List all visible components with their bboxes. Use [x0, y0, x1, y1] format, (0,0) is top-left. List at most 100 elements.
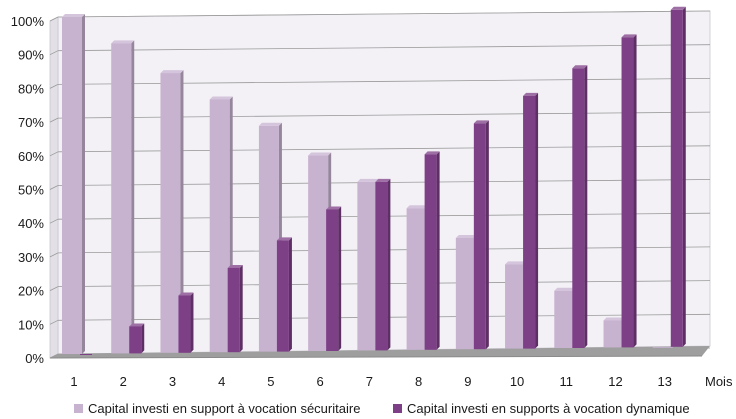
x-axis-ticks: 1 2 3 4 5 6 7 8 9 10 11 12 13	[70, 374, 672, 389]
gridline-left	[49, 319, 59, 325]
bar-front	[111, 43, 132, 354]
bars	[62, 6, 686, 355]
x-tick-label: 7	[366, 374, 373, 389]
x-tick-label: 1	[70, 374, 77, 389]
legend-label-dynamique: Capital investi en supports à vocation d…	[407, 401, 690, 416]
bar-dynamique-8	[424, 151, 440, 350]
gridline-left	[49, 151, 59, 157]
bar-front	[603, 320, 624, 348]
bar-side	[141, 323, 145, 354]
bar-securitaire-13	[652, 343, 676, 348]
x-axis-label: Mois	[705, 374, 733, 389]
x-tick-label: 12	[608, 374, 622, 389]
bar-dynamique-4	[227, 264, 243, 353]
y-tick-label: 80%	[18, 81, 44, 96]
x-tick-label: 11	[560, 374, 574, 389]
bar-front	[621, 37, 634, 348]
y-tick-label: 0%	[25, 351, 44, 366]
x-tick-label: 9	[464, 374, 471, 389]
bar-top	[227, 264, 243, 268]
gridline-left	[49, 16, 59, 22]
bar-front	[160, 73, 181, 353]
x-tick-label: 4	[218, 374, 225, 389]
bar-securitaire-1	[62, 14, 85, 354]
gridline	[57, 44, 711, 52]
y-tick-label: 10%	[18, 317, 44, 332]
bar-side	[584, 65, 588, 348]
bar-dynamique-10	[523, 92, 539, 349]
bar-dynamique-11	[572, 65, 588, 348]
gridline-left	[49, 117, 59, 123]
bar-side	[436, 151, 440, 350]
bar-side	[338, 206, 342, 351]
y-tick-label: 70%	[18, 115, 44, 130]
bar-front	[129, 326, 142, 354]
y-tick-label: 30%	[18, 250, 44, 265]
bar-side	[190, 292, 194, 353]
floor	[50, 346, 710, 358]
bar-front	[178, 295, 191, 353]
bar-dynamique-9	[473, 120, 489, 350]
bar-front	[554, 290, 575, 348]
bar-top	[505, 261, 529, 265]
bar-top	[160, 70, 184, 74]
bar-top	[357, 178, 381, 182]
y-tick-label: 100%	[11, 14, 45, 29]
bar-side	[485, 120, 489, 350]
bar-top	[603, 317, 627, 321]
y-axis-ticks: 0% 10% 20% 30% 40% 50% 60% 70% 80% 90% 100%	[11, 14, 45, 366]
y-tick-label: 60%	[18, 149, 44, 164]
legend-swatch-securitaire	[74, 404, 83, 413]
bar-top	[670, 6, 686, 10]
x-tick-label: 3	[169, 374, 176, 389]
bar-top	[406, 205, 430, 209]
gridline-left	[49, 84, 59, 89]
bar-front	[326, 209, 339, 351]
bar-top	[129, 323, 145, 327]
bar-front	[80, 354, 92, 355]
bar-front	[406, 208, 427, 350]
bar-dynamique-3	[178, 292, 194, 353]
bar-side	[131, 40, 135, 354]
bar-front	[455, 237, 476, 350]
bar-top	[455, 234, 479, 238]
bar-top	[621, 34, 637, 38]
bar-dynamique-13	[670, 6, 686, 347]
bar-front	[572, 68, 585, 348]
bar-front	[505, 264, 526, 349]
gridline	[57, 10, 711, 18]
gridline-left	[49, 286, 59, 291]
gridline-left	[49, 252, 59, 258]
bar-top	[554, 287, 578, 291]
bar-side	[82, 14, 85, 354]
bar-front	[652, 346, 673, 348]
bar-securitaire-2	[111, 40, 135, 354]
bar-front	[258, 125, 279, 352]
bar-side	[633, 34, 637, 348]
bar-top	[62, 14, 85, 17]
gridline-left	[49, 50, 59, 56]
bar-securitaire-3	[160, 70, 184, 353]
bar-side	[239, 264, 243, 353]
bar-side	[682, 6, 686, 347]
x-axis-line	[49, 355, 703, 359]
bar-front	[375, 181, 388, 351]
bar-top	[572, 65, 588, 69]
bar-front	[227, 267, 240, 353]
x-tick-label: 2	[120, 374, 127, 389]
bar-top	[111, 40, 135, 44]
bar-dynamique-12	[621, 34, 637, 348]
bar-top	[178, 292, 194, 296]
bar-top	[326, 206, 342, 210]
gridline-left	[49, 185, 59, 190]
bar-dynamique-7	[375, 178, 391, 351]
bar-top	[473, 120, 489, 124]
x-tick-label: 6	[317, 374, 324, 389]
bar-side	[288, 237, 292, 352]
y-tick-label: 50%	[18, 183, 44, 198]
x-tick-label: 5	[267, 374, 274, 389]
bar-top	[424, 151, 440, 155]
legend-label-securitaire: Capital investi en support à vocation sé…	[88, 401, 360, 416]
bar-front	[209, 99, 230, 353]
